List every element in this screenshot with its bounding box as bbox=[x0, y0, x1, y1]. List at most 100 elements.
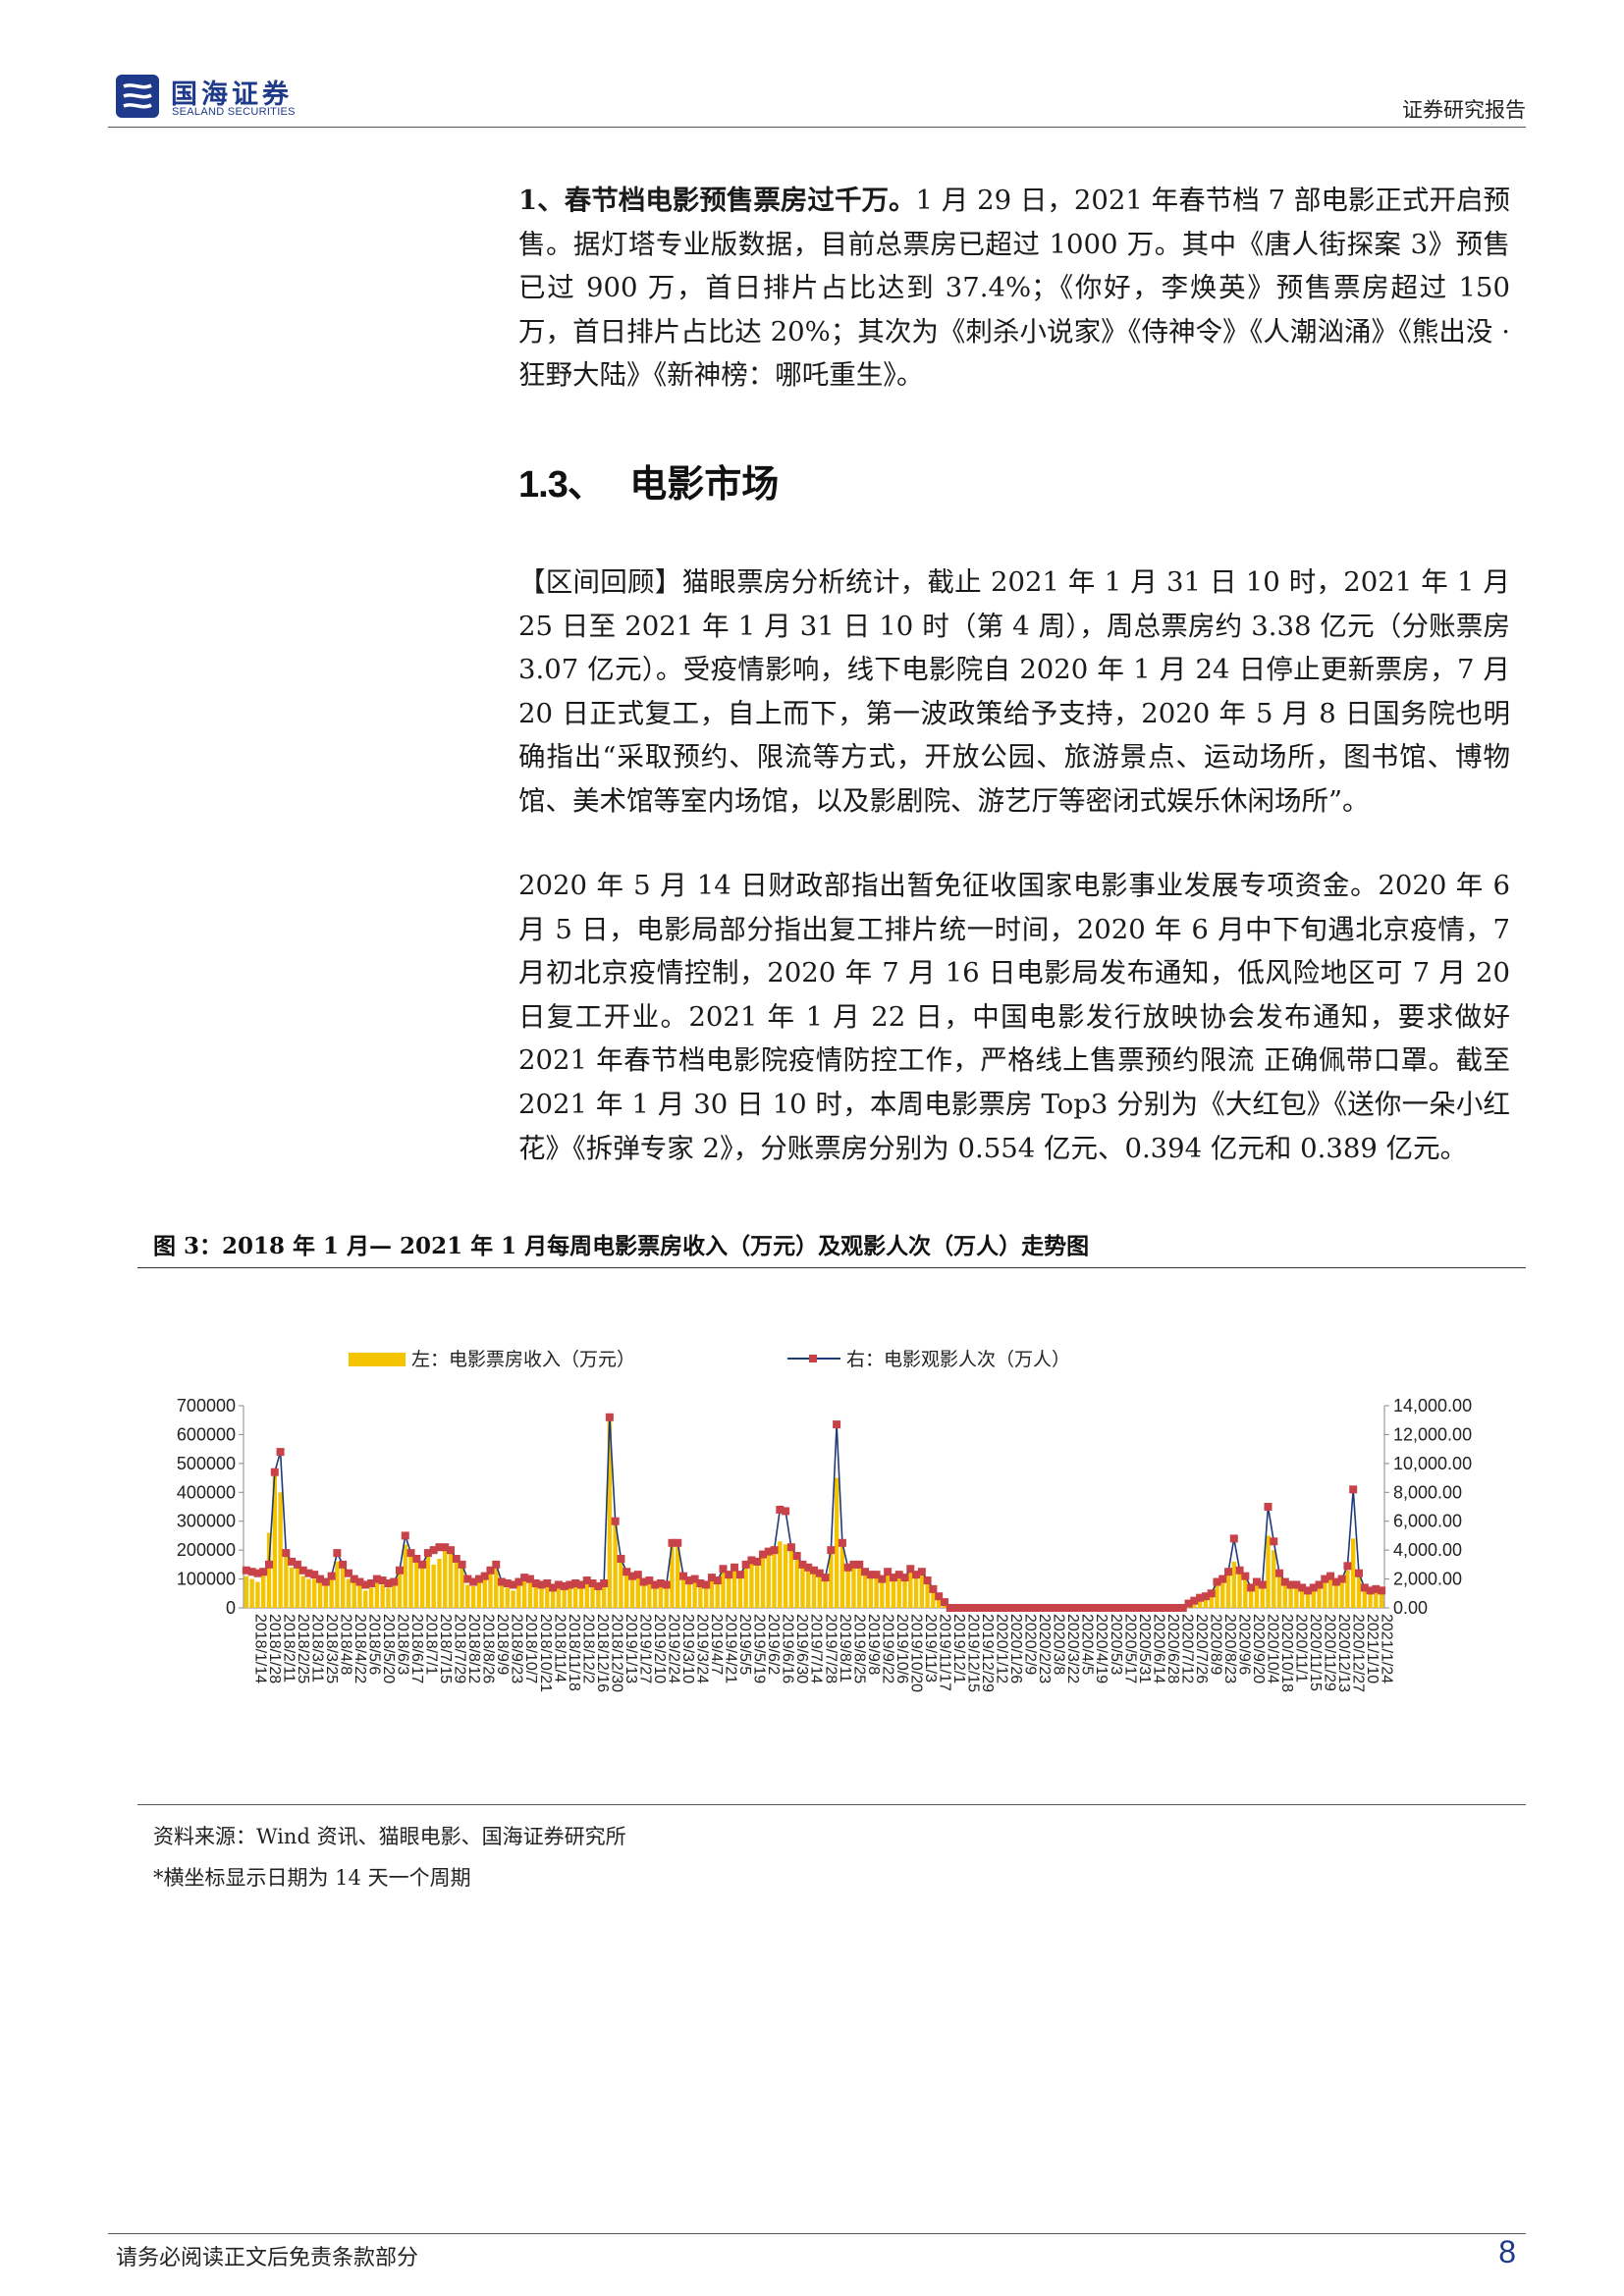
x-tick-label: 2020/5/3 bbox=[1108, 1614, 1124, 1675]
admissions-marker bbox=[1105, 1604, 1113, 1612]
admissions-marker bbox=[1201, 1592, 1210, 1601]
bar bbox=[607, 1419, 613, 1608]
admissions-marker bbox=[1337, 1575, 1346, 1583]
bar bbox=[511, 1590, 515, 1608]
bar bbox=[1288, 1587, 1293, 1608]
bar bbox=[874, 1575, 879, 1608]
admissions-marker bbox=[1019, 1604, 1028, 1612]
admissions-marker bbox=[1088, 1604, 1097, 1612]
bar bbox=[1294, 1587, 1299, 1608]
admissions-marker bbox=[912, 1571, 921, 1579]
bar bbox=[414, 1561, 419, 1608]
bar bbox=[601, 1582, 607, 1608]
bar bbox=[545, 1584, 550, 1608]
admissions-marker bbox=[980, 1604, 989, 1612]
bar bbox=[539, 1587, 544, 1608]
bar bbox=[488, 1570, 493, 1608]
admissions-marker bbox=[1349, 1485, 1358, 1494]
admissions-marker bbox=[690, 1575, 699, 1583]
x-tick-label: 2020/3/8 bbox=[1051, 1614, 1067, 1675]
admissions-marker bbox=[1139, 1604, 1148, 1612]
admissions-marker bbox=[1048, 1604, 1056, 1612]
admissions-marker bbox=[951, 1604, 960, 1612]
admissions-marker bbox=[986, 1604, 995, 1612]
admissions-marker bbox=[242, 1566, 250, 1575]
x-tick-label: 2019/9/22 bbox=[879, 1614, 895, 1683]
bar bbox=[817, 1573, 822, 1608]
bar bbox=[806, 1567, 811, 1608]
admissions-marker bbox=[639, 1577, 648, 1586]
bar bbox=[1231, 1561, 1236, 1608]
admissions-marker bbox=[917, 1568, 926, 1576]
admissions-marker bbox=[441, 1543, 450, 1552]
admissions-marker bbox=[679, 1572, 688, 1580]
right-tick-label: 6,000.00 bbox=[1393, 1512, 1462, 1531]
bar bbox=[289, 1567, 295, 1608]
admissions-marker bbox=[1014, 1604, 1023, 1612]
admissions-marker bbox=[372, 1575, 381, 1583]
admissions-marker bbox=[498, 1577, 507, 1586]
x-tick-label: 2020/12/27 bbox=[1350, 1614, 1367, 1692]
admissions-marker bbox=[878, 1575, 887, 1583]
admissions-marker bbox=[1286, 1580, 1295, 1589]
admissions-marker bbox=[753, 1557, 762, 1566]
bar bbox=[619, 1558, 623, 1608]
admissions-marker bbox=[588, 1578, 597, 1587]
admissions-marker bbox=[792, 1552, 801, 1561]
x-tick-label: 2020/6/28 bbox=[1164, 1614, 1181, 1683]
bar bbox=[572, 1584, 578, 1608]
legend-label-box-office: 左：电影票房收入（万元） bbox=[411, 1349, 635, 1370]
bar bbox=[652, 1587, 658, 1608]
admissions-marker bbox=[605, 1413, 614, 1421]
bar bbox=[1368, 1593, 1373, 1608]
bar bbox=[737, 1575, 743, 1608]
bar bbox=[800, 1564, 805, 1608]
bar bbox=[1237, 1573, 1242, 1608]
admissions-marker bbox=[401, 1531, 409, 1540]
x-tick-label: 2018/7/15 bbox=[437, 1614, 454, 1683]
admissions-marker bbox=[1178, 1604, 1187, 1612]
section-number: 1.3、 bbox=[518, 464, 605, 506]
admissions-marker bbox=[628, 1572, 637, 1580]
bar bbox=[857, 1564, 862, 1608]
admissions-marker bbox=[1366, 1586, 1375, 1595]
x-tick-label: 2020/7/12 bbox=[1178, 1614, 1195, 1683]
admissions-marker bbox=[509, 1580, 517, 1589]
admissions-marker bbox=[786, 1543, 795, 1552]
admissions-marker bbox=[486, 1566, 495, 1575]
admissions-marker bbox=[361, 1580, 370, 1589]
admissions-marker bbox=[514, 1577, 523, 1586]
bar bbox=[300, 1575, 305, 1608]
admissions-marker bbox=[810, 1566, 818, 1575]
bar bbox=[1345, 1570, 1350, 1608]
bar bbox=[562, 1588, 567, 1608]
admissions-marker bbox=[617, 1554, 625, 1563]
admissions-marker bbox=[265, 1560, 274, 1569]
admissions-marker bbox=[725, 1571, 733, 1579]
bar bbox=[335, 1561, 340, 1608]
admissions-marker bbox=[520, 1574, 529, 1582]
bar bbox=[692, 1580, 697, 1608]
x-tick-label: 2018/7/29 bbox=[452, 1614, 468, 1683]
admissions-marker bbox=[1224, 1568, 1233, 1576]
bar bbox=[499, 1584, 505, 1608]
admissions-marker bbox=[991, 1604, 1000, 1612]
x-tick-label: 2019/5/5 bbox=[736, 1614, 753, 1675]
x-tick-label: 2019/6/2 bbox=[765, 1614, 782, 1675]
admissions-marker bbox=[861, 1568, 870, 1576]
bar bbox=[505, 1587, 511, 1608]
bar bbox=[1225, 1573, 1231, 1608]
box-office-chart: 左：电影票房收入（万元） 右：电影观影人次（万人） 0 100000 200000 3… bbox=[177, 1349, 1472, 1692]
admissions-marker bbox=[423, 1549, 432, 1558]
bar bbox=[1351, 1538, 1356, 1608]
admissions-marker bbox=[707, 1574, 716, 1582]
bar bbox=[476, 1581, 482, 1608]
admissions-marker bbox=[827, 1546, 836, 1555]
admissions-marker bbox=[469, 1577, 478, 1586]
x-tick-label: 2019/6/16 bbox=[780, 1614, 796, 1683]
bar bbox=[1272, 1550, 1276, 1608]
x-tick-label: 2019/2/10 bbox=[651, 1614, 668, 1683]
admissions-marker bbox=[957, 1604, 966, 1612]
bar bbox=[1254, 1584, 1260, 1608]
chart-legend: 左：电影票房收入（万元） 右：电影观影人次（万人） bbox=[349, 1349, 1070, 1370]
